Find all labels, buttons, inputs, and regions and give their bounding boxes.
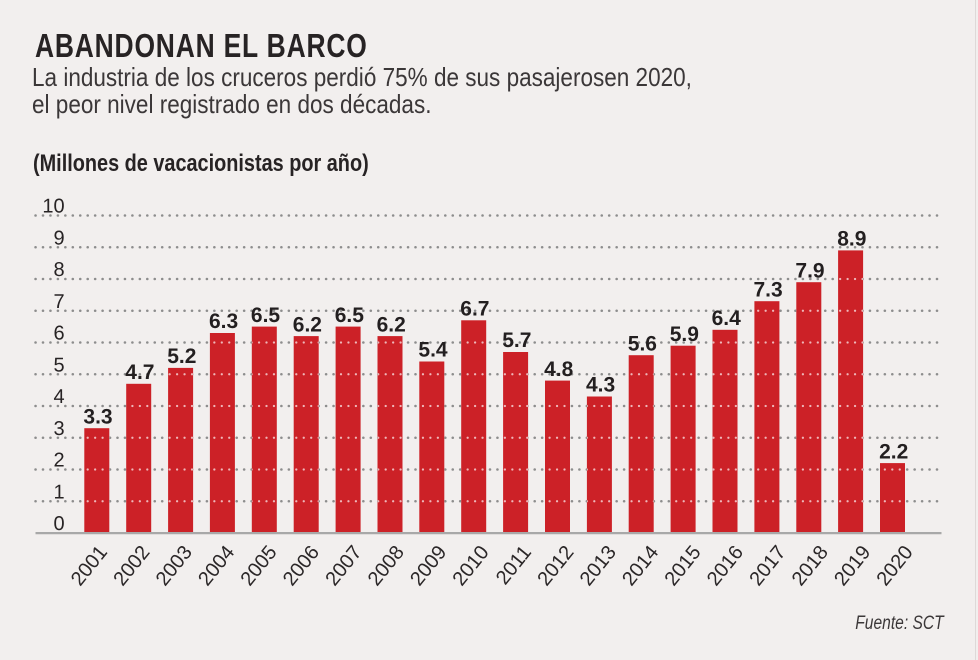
svg-text:2013: 2013 [576, 542, 621, 590]
svg-text:2.2: 2.2 [879, 440, 908, 463]
svg-text:6.4: 6.4 [712, 307, 742, 330]
svg-text:2020: 2020 [873, 542, 918, 590]
svg-text:2003: 2003 [152, 542, 197, 590]
svg-text:4.7: 4.7 [125, 361, 154, 384]
svg-text:2007: 2007 [321, 542, 366, 590]
svg-text:2004: 2004 [194, 542, 239, 590]
svg-text:7: 7 [53, 291, 64, 313]
svg-text:5.2: 5.2 [167, 345, 196, 368]
svg-text:10: 10 [42, 196, 64, 218]
svg-text:6.5: 6.5 [335, 304, 365, 327]
svg-text:2002: 2002 [109, 542, 154, 590]
svg-text:2011: 2011 [492, 542, 536, 589]
svg-text:2019: 2019 [830, 542, 875, 590]
svg-text:9: 9 [53, 227, 64, 249]
svg-text:2017: 2017 [745, 542, 790, 590]
svg-text:4.3: 4.3 [586, 374, 615, 397]
svg-text:2015: 2015 [661, 542, 706, 590]
svg-text:8: 8 [53, 259, 64, 281]
svg-text:2016: 2016 [703, 542, 748, 590]
svg-text:2010: 2010 [449, 542, 494, 590]
svg-text:2: 2 [53, 450, 64, 472]
svg-text:6.3: 6.3 [209, 310, 238, 333]
svg-text:2018: 2018 [788, 542, 833, 590]
svg-text:2012: 2012 [533, 542, 578, 590]
svg-text:2005: 2005 [237, 542, 282, 590]
svg-text:2014: 2014 [618, 542, 663, 590]
svg-text:0: 0 [53, 513, 64, 535]
svg-text:5.7: 5.7 [502, 329, 531, 352]
svg-text:6.5: 6.5 [251, 304, 281, 327]
svg-text:2006: 2006 [279, 542, 324, 590]
svg-text:2009: 2009 [406, 542, 451, 590]
svg-text:2008: 2008 [364, 542, 409, 590]
svg-text:5: 5 [53, 354, 64, 376]
svg-text:6.2: 6.2 [377, 313, 406, 336]
svg-text:8.9: 8.9 [837, 228, 866, 251]
svg-text:6.7: 6.7 [460, 298, 489, 321]
svg-text:2001: 2001 [67, 542, 112, 590]
svg-text:6: 6 [53, 323, 64, 345]
svg-text:1: 1 [53, 481, 64, 503]
svg-text:5.4: 5.4 [418, 339, 448, 362]
svg-text:4: 4 [53, 386, 64, 408]
svg-text:7.9: 7.9 [795, 259, 824, 282]
svg-text:3: 3 [53, 418, 64, 440]
svg-text:7.3: 7.3 [753, 278, 782, 301]
svg-text:4.8: 4.8 [544, 358, 574, 381]
svg-text:3.3: 3.3 [83, 405, 112, 428]
svg-text:5.9: 5.9 [670, 323, 699, 346]
svg-text:5.6: 5.6 [628, 332, 657, 355]
svg-text:6.2: 6.2 [293, 313, 322, 336]
